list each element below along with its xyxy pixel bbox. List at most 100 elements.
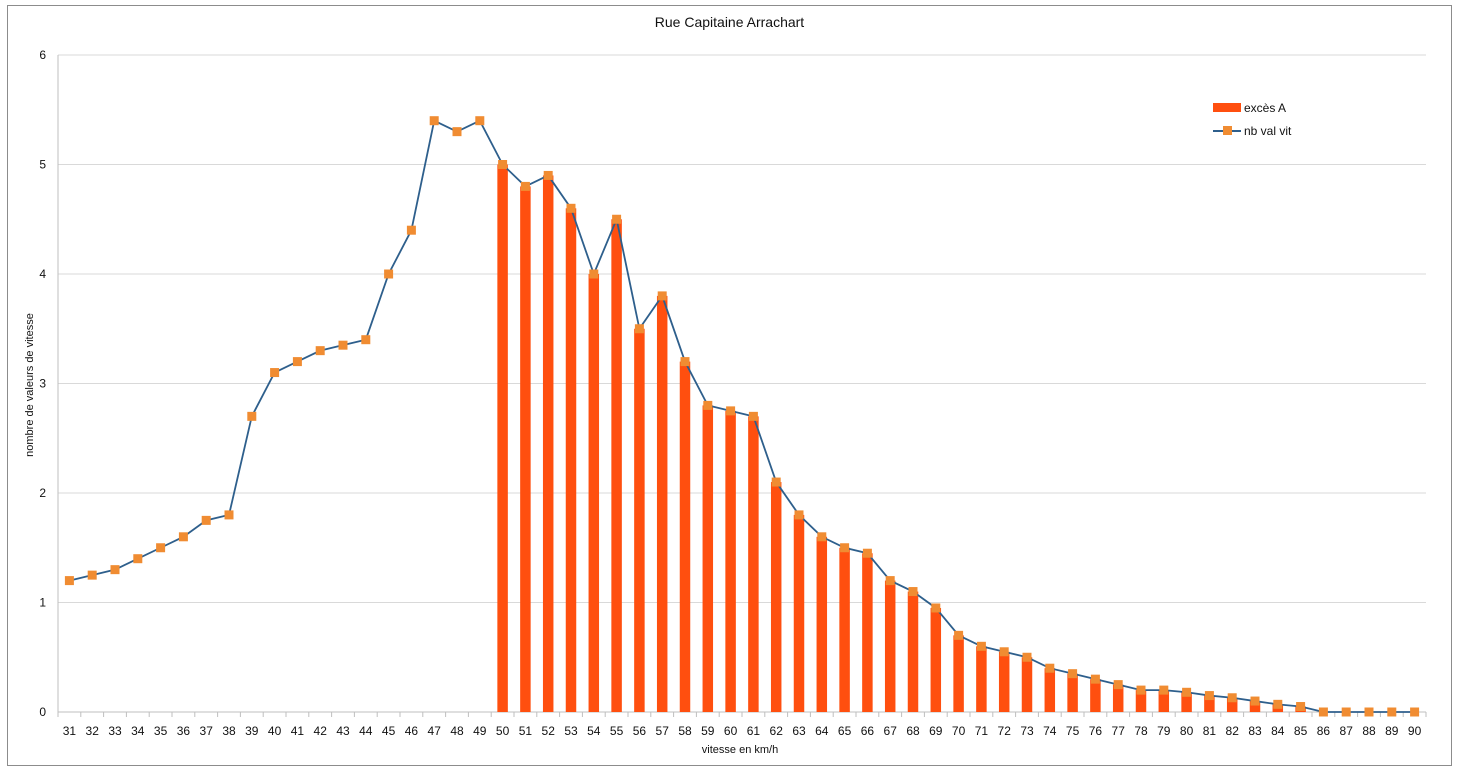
- line-marker: [64, 576, 74, 586]
- x-tick-label: 41: [291, 724, 305, 738]
- x-tick-label: 53: [564, 724, 578, 738]
- bar: [1135, 690, 1147, 712]
- line-marker: [475, 116, 485, 126]
- x-tick-label: 60: [724, 724, 738, 738]
- bar: [679, 361, 691, 712]
- bar: [702, 405, 714, 712]
- line-marker: [1068, 669, 1078, 679]
- line-marker: [292, 357, 302, 367]
- line-marker: [862, 548, 872, 558]
- x-tick-label: 34: [131, 724, 145, 738]
- line-marker: [520, 181, 530, 191]
- bar: [1067, 673, 1078, 712]
- line-marker: [452, 127, 462, 137]
- x-tick-label: 65: [838, 724, 852, 738]
- line-marker: [87, 570, 97, 580]
- line-marker: [657, 291, 667, 301]
- x-tick-label: 78: [1134, 724, 1148, 738]
- x-tick-label: 69: [929, 724, 943, 738]
- line-marker: [110, 565, 120, 575]
- line-marker: [361, 335, 371, 345]
- bar: [1226, 697, 1238, 712]
- line-marker: [954, 630, 964, 640]
- x-tick-label: 68: [906, 724, 920, 738]
- x-tick-label: 87: [1340, 724, 1354, 738]
- x-tick-label: 45: [382, 724, 396, 738]
- bar: [839, 547, 850, 712]
- legend-swatch-line: [1213, 126, 1241, 135]
- x-tick-label: 44: [359, 724, 373, 738]
- line-marker: [1022, 652, 1032, 662]
- line-marker: [817, 532, 827, 542]
- line-marker: [794, 510, 804, 520]
- line-marker: [1045, 663, 1055, 673]
- x-tick-label: 55: [610, 724, 624, 738]
- line-marker: [1296, 702, 1306, 712]
- bar: [998, 651, 1010, 712]
- line-marker: [178, 532, 188, 542]
- bar: [907, 591, 919, 712]
- x-tick-label: 89: [1385, 724, 1399, 738]
- bar: [634, 328, 645, 712]
- line-marker: [840, 543, 850, 553]
- line-marker: [201, 515, 211, 525]
- x-tick-label: 83: [1248, 724, 1262, 738]
- line-marker: [748, 411, 758, 421]
- bar: [816, 536, 828, 712]
- bar: [976, 646, 987, 712]
- x-tick-label: 40: [268, 724, 282, 738]
- line-marker: [247, 411, 257, 421]
- line-marker: [224, 510, 234, 520]
- bar: [520, 186, 531, 712]
- line-marker: [976, 641, 986, 651]
- line-marker: [1364, 707, 1374, 717]
- line-marker: [1159, 685, 1169, 695]
- x-tick-label: 79: [1157, 724, 1171, 738]
- legend-item-line: nb val vit: [1213, 119, 1291, 142]
- x-tick-label: 43: [336, 724, 350, 738]
- x-tick-label: 35: [154, 724, 168, 738]
- bar: [725, 410, 736, 712]
- x-tick-label: 42: [314, 724, 328, 738]
- line-marker: [680, 357, 690, 367]
- legend-swatch-bar: [1213, 103, 1241, 112]
- line-marker: [1090, 674, 1100, 684]
- x-tick-label: 54: [587, 724, 601, 738]
- y-tick-label: 3: [39, 377, 46, 391]
- line-marker: [1250, 696, 1260, 706]
- x-tick-label: 63: [792, 724, 806, 738]
- y-tick-label: 4: [39, 267, 46, 281]
- line-marker: [1182, 687, 1192, 697]
- x-tick-label: 37: [200, 724, 214, 738]
- series-line: [69, 119, 1415, 713]
- line-marker: [1318, 707, 1328, 717]
- line-marker: [1410, 707, 1420, 717]
- x-tick-label: 50: [496, 724, 510, 738]
- line-marker: [156, 543, 166, 553]
- bar: [611, 219, 622, 712]
- line-marker: [999, 647, 1009, 657]
- x-tick-label: 88: [1362, 724, 1376, 738]
- line-marker: [566, 203, 576, 213]
- x-tick-label: 39: [245, 724, 259, 738]
- x-tick-label: 66: [861, 724, 875, 738]
- line-marker: [384, 269, 394, 279]
- x-tick-label: 76: [1089, 724, 1103, 738]
- x-tick-label: 31: [63, 724, 77, 738]
- x-tick-label: 80: [1180, 724, 1194, 738]
- y-tick-label: 2: [39, 486, 46, 500]
- line-marker: [498, 160, 508, 169]
- line-marker: [1387, 707, 1397, 717]
- bar: [1021, 657, 1033, 712]
- line-marker: [1227, 693, 1237, 703]
- bar: [748, 416, 759, 712]
- y-tick-label: 1: [39, 596, 46, 610]
- legend-label-bar: excès A: [1244, 100, 1287, 115]
- line-marker: [1273, 699, 1283, 709]
- x-tick-label: 90: [1408, 724, 1422, 738]
- x-tick-label: 82: [1226, 724, 1240, 738]
- line-marker: [315, 346, 325, 356]
- line-marker: [726, 406, 736, 416]
- x-axis-label: vitesse en km/h: [701, 744, 779, 756]
